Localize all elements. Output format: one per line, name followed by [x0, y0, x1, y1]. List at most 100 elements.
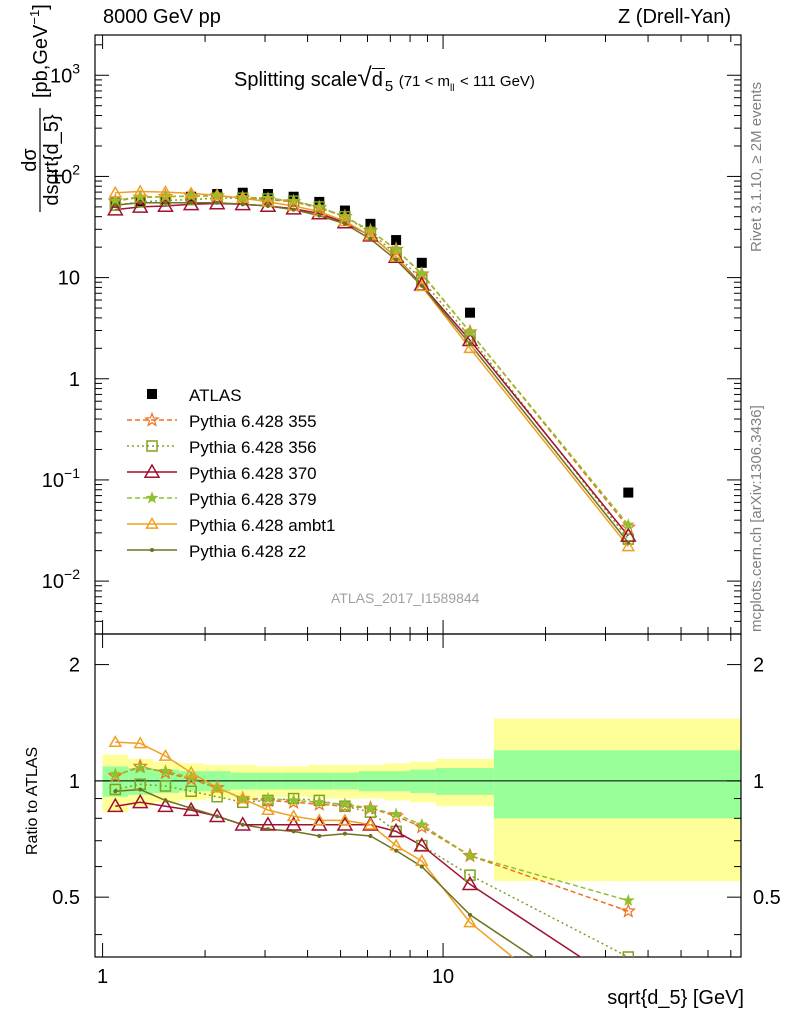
x-tick-label: 1: [97, 966, 108, 988]
ratio-point-s379: [159, 764, 172, 777]
ratio-axis-label: Ratio to ATLAS: [24, 746, 41, 855]
point-ambt1: [210, 188, 224, 201]
title-symbol: d: [371, 68, 385, 91]
point-data: [465, 307, 476, 318]
point-ambt1: [414, 279, 429, 292]
ratio-point-ambt1: [338, 813, 352, 826]
ratio-tick-label-left: 1: [69, 771, 80, 793]
ratio-point-s379: [287, 793, 301, 806]
point-z2: [138, 200, 143, 205]
ratio-point-ambt1: [312, 813, 327, 826]
point-s379: [415, 266, 429, 279]
legend-marker-s356: [146, 440, 158, 452]
ratio-point-ambt1: [286, 809, 301, 822]
ratio-point-z2: [342, 831, 347, 836]
point-s370: [107, 201, 124, 216]
ratio-point-s355: [107, 767, 124, 783]
ratio-point-s379: [338, 797, 352, 810]
ratio-point-z2: [317, 833, 322, 838]
point-s370: [182, 195, 200, 211]
legend-label-ambt1: Pythia 6.428 ambt1: [189, 516, 335, 535]
ratio-point-s370: [182, 801, 200, 817]
point-s370: [234, 195, 252, 211]
point-s370: [157, 197, 174, 213]
ratio-point-s356: [109, 783, 122, 796]
ratio-point-s356: [185, 785, 197, 798]
point-ambt1: [621, 539, 636, 552]
plot-title: Splitting scale√d 5 (71 < mll < 111 GeV): [234, 62, 535, 95]
ratio-point-z2: [138, 787, 143, 792]
uncertainty-bands: [102, 718, 741, 882]
ratio-point-z2: [163, 798, 168, 803]
ratio-point-z2: [419, 864, 424, 869]
ratio-line-ambt1: [115, 741, 514, 957]
ratio-point-s379: [364, 801, 377, 814]
point-s370: [131, 198, 149, 213]
legend-label-s355: Pythia 6.428 355: [189, 412, 317, 431]
point-z2: [163, 200, 168, 205]
legend-marker-s379: [145, 491, 159, 504]
point-z2: [368, 237, 373, 242]
mcplots-label: mcplots.cern.ch [arXiv:1306.3436]: [748, 405, 765, 632]
y-label-numerator: dσ: [19, 148, 41, 172]
legend-label-s370: Pythia 6.428 370: [189, 464, 317, 483]
legend-label-z2: Pythia 6.428 z2: [189, 542, 306, 561]
ratio-point-ambt1: [363, 817, 378, 830]
band-inner: [435, 767, 494, 795]
ratio-tick-label-right: 2: [753, 655, 764, 677]
point-z2: [291, 207, 296, 212]
ratio-point-s356: [464, 869, 476, 881]
ratio-point-s370: [131, 793, 149, 809]
legend-label-s379: Pythia 6.428 379: [189, 490, 317, 509]
point-data: [391, 235, 402, 246]
legend-marker-data: [147, 389, 157, 399]
ratio-point-s355: [157, 764, 174, 780]
legend: ATLAS Pythia 6.428 355 Pythia 6.428 356 Pyt…: [127, 386, 335, 561]
point-ambt1: [235, 191, 250, 204]
point-s370: [259, 197, 277, 213]
ratio-plot-frame: [94, 633, 742, 958]
ratio-point-s379: [463, 849, 477, 862]
ratio-point-z2: [215, 814, 220, 819]
ratio-point-s379: [236, 791, 250, 804]
x-tick-label: 10: [432, 966, 454, 988]
point-z2: [342, 221, 347, 226]
ratio-point-s379: [389, 807, 403, 820]
plot-frames: [94, 34, 742, 958]
ratio-line-s370: [115, 801, 582, 957]
ratio-point-s370: [387, 822, 405, 838]
point-ambt1: [158, 185, 173, 197]
series-line-s356: [115, 197, 629, 540]
point-s379: [236, 190, 250, 203]
ratio-point-s370: [461, 875, 479, 891]
ratio-point-ambt1: [108, 735, 123, 747]
ratio-tick-label-left: 2: [69, 655, 80, 677]
series-line-s370: [115, 202, 629, 537]
point-z2: [113, 203, 118, 208]
y-tick-label: 103: [50, 60, 80, 87]
title-range-sub: ll: [450, 83, 455, 94]
legend-marker-s355: [144, 411, 160, 427]
point-data: [416, 257, 427, 268]
ratio-tick-label-left: 0.5: [52, 887, 80, 909]
point-ambt1: [184, 186, 198, 199]
ratio-point-z2: [189, 806, 194, 811]
y-tick-label: 1: [69, 369, 80, 391]
y-axis-label: dσ dsqrt{d_5} [pb,GeV−1]: [19, 4, 63, 212]
title-range-end: < 111 GeV): [460, 73, 535, 90]
ratio-point-z2: [240, 822, 245, 827]
legend-label-data: ATLAS: [189, 386, 242, 405]
point-ambt1: [108, 185, 123, 198]
ratio-tick-label-right: 1: [753, 771, 764, 793]
legend-label-s356: Pythia 6.428 356: [189, 438, 317, 457]
ratio-tick-label-right: 0.5: [753, 887, 781, 909]
point-z2: [317, 213, 322, 218]
header-left: 8000 GeV pp: [103, 6, 221, 28]
point-ambt1: [463, 341, 477, 354]
ratio-point-z2: [368, 833, 373, 838]
point-z2: [240, 202, 245, 207]
point-ambt1: [133, 184, 148, 197]
ratio-point-s379: [108, 767, 122, 780]
y-tick-label: 102: [50, 161, 80, 188]
